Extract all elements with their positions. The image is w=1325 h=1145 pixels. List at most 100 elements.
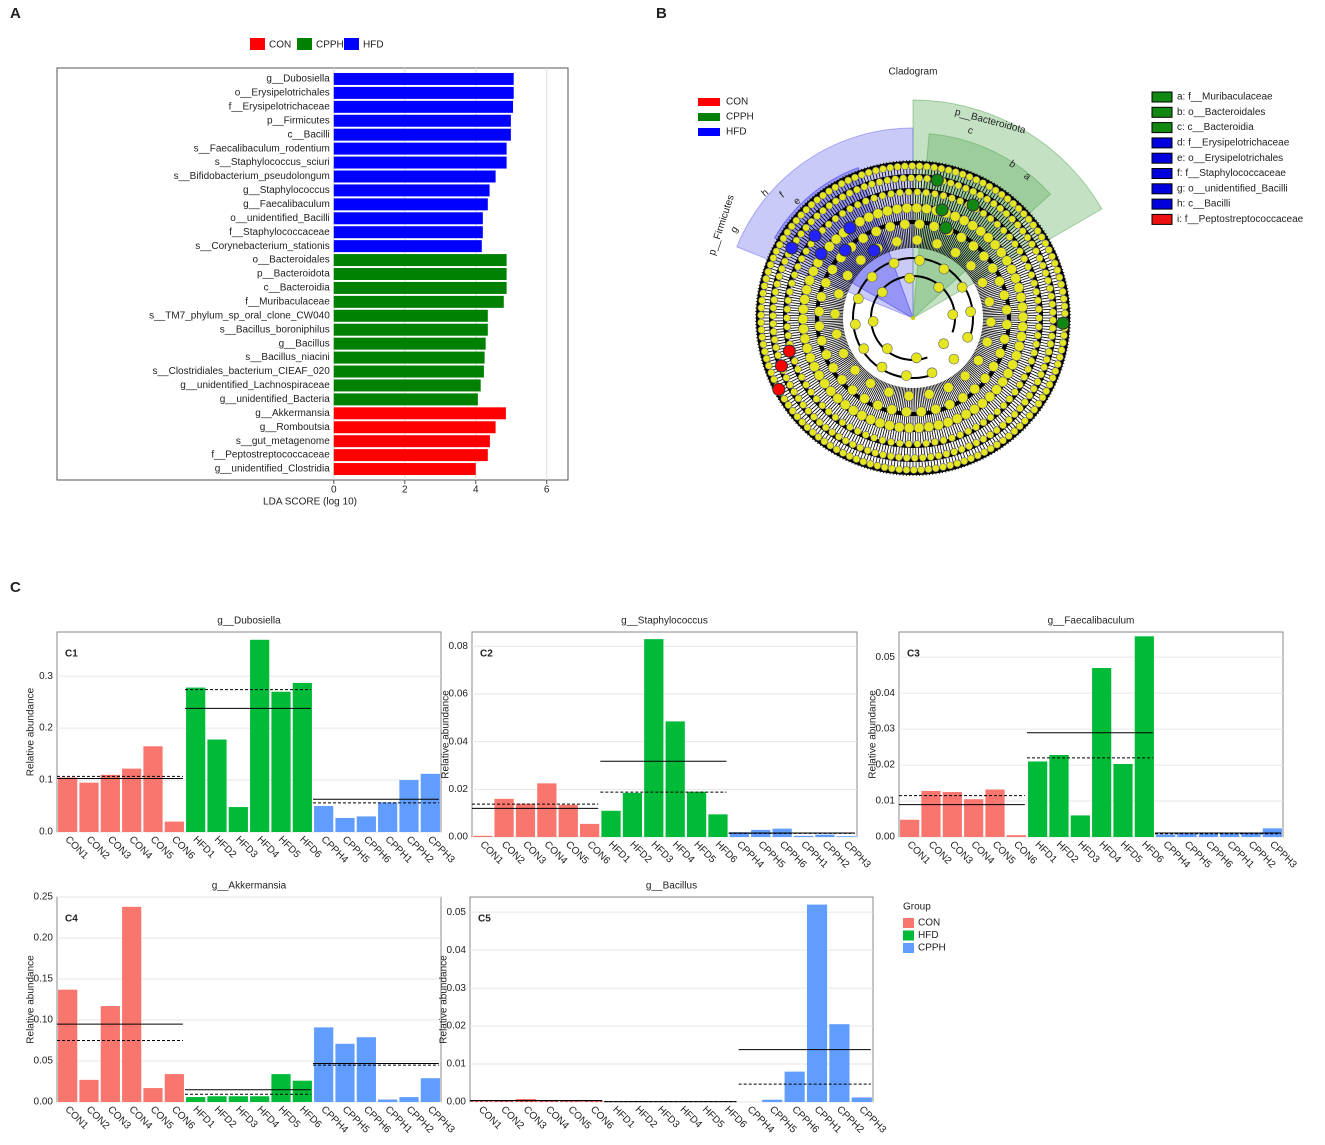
- category-label: f__Muribaculaceae: [245, 297, 330, 308]
- node: [1024, 262, 1032, 271]
- node: [827, 264, 838, 275]
- y-tick-label: 0.00: [34, 1097, 54, 1108]
- bar: [473, 835, 493, 837]
- bar: [79, 1079, 99, 1102]
- node: [770, 375, 778, 384]
- node: [829, 308, 841, 320]
- clade-label: h: [760, 187, 771, 199]
- node: [888, 464, 896, 473]
- bar: [836, 836, 856, 837]
- node: [950, 247, 961, 258]
- node: [784, 331, 793, 340]
- category-label: c__Bacteroidia: [264, 283, 331, 294]
- node: [802, 223, 810, 232]
- node: [770, 335, 779, 344]
- node: [944, 166, 953, 175]
- node: [1056, 353, 1064, 361]
- node: [818, 401, 827, 410]
- category-label: s__Staphylococcus_sciuri: [215, 157, 330, 168]
- x-tick-label: HFD1: [191, 834, 218, 861]
- node: [799, 401, 808, 409]
- bar: [333, 435, 490, 448]
- y-tick-label: 0.25: [34, 892, 54, 903]
- node: [759, 289, 767, 298]
- node: [1021, 417, 1029, 425]
- node: [884, 221, 896, 233]
- node: [771, 288, 780, 296]
- x-tick-label: HFD1: [191, 1104, 218, 1131]
- node: [846, 423, 854, 431]
- node: [938, 338, 949, 350]
- node: [868, 180, 876, 188]
- node: [866, 460, 875, 468]
- key-label: d: f__Erysipelotrichaceae: [1177, 138, 1290, 149]
- node: [913, 422, 925, 434]
- node: [977, 277, 988, 288]
- node: [783, 314, 791, 322]
- bar: [333, 309, 488, 322]
- node: [787, 222, 796, 231]
- x-tick-label: HFD2: [212, 1104, 239, 1131]
- y-axis-label: Relative abundance: [26, 955, 37, 1044]
- x-tick-label: HFD6: [713, 839, 740, 866]
- category-label: c__Bacilli: [288, 129, 330, 140]
- node: [887, 190, 895, 198]
- key-swatch: [1151, 168, 1173, 179]
- node: [865, 414, 877, 425]
- node: [830, 233, 842, 245]
- panel-tag: C5: [478, 914, 491, 925]
- node: [1059, 295, 1068, 303]
- node: [788, 279, 796, 288]
- node: [838, 418, 847, 427]
- x-tick-label: HFD2: [1054, 839, 1081, 866]
- node: [1019, 210, 1028, 218]
- node: [849, 440, 857, 449]
- chart-title: g__Bacillus: [646, 881, 697, 892]
- node: [801, 343, 813, 354]
- y-tick-label: 0.2: [39, 723, 53, 734]
- bar: [729, 832, 749, 837]
- node: [922, 188, 930, 197]
- bar: [333, 393, 478, 406]
- node: [813, 196, 821, 204]
- legend-swatch: [698, 113, 720, 121]
- node: [1034, 305, 1043, 314]
- node: [1061, 309, 1069, 318]
- key-swatch: [1151, 137, 1173, 149]
- node: [957, 392, 969, 404]
- bar: [250, 1096, 270, 1102]
- node: [979, 209, 988, 218]
- node: [1037, 233, 1046, 241]
- node: [972, 176, 981, 184]
- legend-swatch: [903, 943, 914, 953]
- node: [986, 444, 995, 453]
- node: [997, 190, 1006, 199]
- bar: [228, 807, 248, 832]
- node: [973, 355, 984, 366]
- node: [903, 422, 915, 434]
- bar: [378, 1099, 398, 1102]
- node: [1017, 321, 1028, 333]
- bar: [378, 802, 398, 832]
- node: [807, 388, 815, 396]
- legend-swatch: [250, 38, 265, 50]
- key-label: g: o__unidentified_Bacilli: [1177, 183, 1288, 194]
- node: [852, 455, 861, 463]
- node: [870, 434, 878, 442]
- node: [1044, 276, 1052, 285]
- bar: [333, 128, 511, 141]
- node: [975, 226, 987, 237]
- node: [904, 272, 915, 284]
- bar: [560, 1100, 581, 1102]
- node: [769, 311, 777, 320]
- node: [901, 370, 912, 381]
- colored-node: [966, 198, 980, 212]
- bar: [333, 184, 490, 197]
- node: [798, 323, 809, 335]
- node: [991, 384, 1002, 395]
- node: [928, 221, 940, 232]
- node: [1024, 215, 1033, 224]
- node: [923, 421, 935, 433]
- category-label: o__Bacteroidales: [253, 255, 330, 266]
